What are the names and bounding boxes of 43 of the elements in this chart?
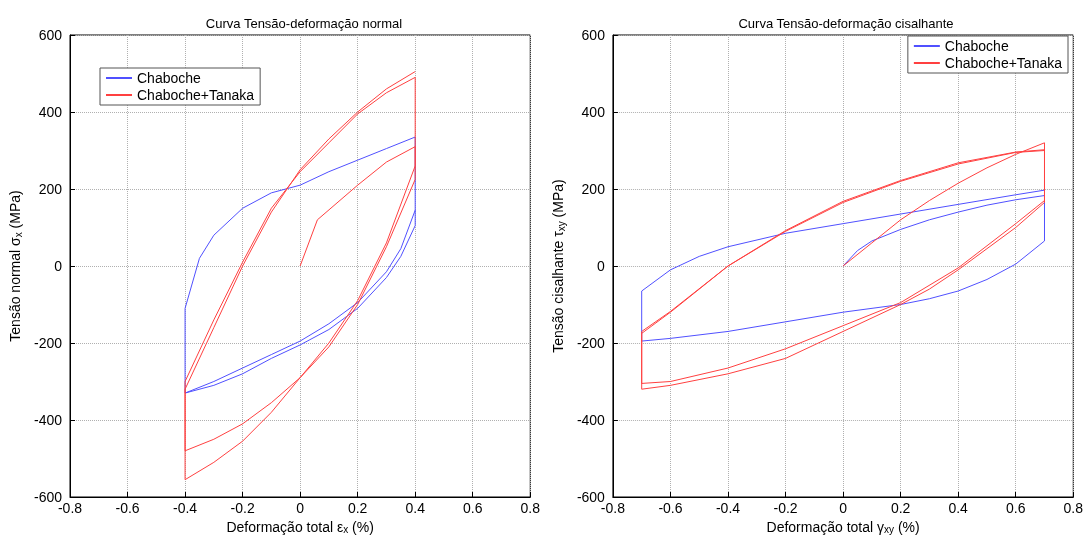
legend-label: Chaboche	[137, 70, 202, 86]
x-tick-label: 0	[839, 500, 848, 516]
chart-title: Curva Tensão-deformação cisalhante	[738, 16, 954, 31]
x-axis-title: Deformação total γxy (%)	[766, 518, 920, 536]
chart-title: Curva Tensão-deformação normal	[205, 16, 403, 31]
x-tick-label: 0.4	[405, 500, 426, 516]
x-tick-label: 0.6	[1005, 500, 1026, 516]
x-tick-label: 0.4	[948, 500, 969, 516]
y-tick-label: 0	[54, 258, 63, 274]
x-tick-label: -0.4	[173, 500, 198, 516]
x-tick-label: 0.8	[520, 500, 541, 516]
line-series	[641, 189, 1045, 342]
x-tick-label: 0	[296, 500, 305, 516]
line-series	[184, 136, 416, 394]
x-tick-label: -0.2	[230, 500, 255, 516]
y-tick-label: 600	[581, 27, 606, 43]
legend-label: Chaboche+Tanaka	[944, 55, 1063, 71]
x-tick-label: -0.6	[658, 500, 683, 516]
y-tick-label: 400	[38, 104, 63, 120]
x-tick-label: 0.2	[347, 500, 368, 516]
legend-label: Chaboche+Tanaka	[137, 87, 255, 103]
y-tick-label: -400	[576, 412, 606, 428]
y-tick-label: 200	[581, 181, 606, 197]
y-tick-label: -600	[33, 489, 63, 505]
line-series	[641, 142, 1045, 390]
y-tick-label: 200	[38, 181, 63, 197]
y-tick-label: -400	[33, 412, 63, 428]
y-axis-title: Tensão cisalhante τxy (MPa)	[550, 179, 567, 353]
y-tick-label: -200	[576, 335, 606, 351]
y-tick-label: 600	[38, 27, 63, 43]
x-tick-label: 0.8	[1063, 500, 1084, 516]
x-axis-title: Deformação total εx (%)	[226, 518, 374, 536]
y-tick-label: -600	[576, 489, 606, 505]
x-tick-label: -0.4	[715, 500, 741, 516]
y-tick-label: -200	[33, 335, 63, 351]
y-axis-title: Tensão normal σx (MPa)	[7, 190, 24, 342]
y-tick-label: 400	[581, 104, 606, 120]
legend-label: Chaboche	[944, 38, 1009, 54]
x-tick-label: 0.6	[463, 500, 483, 516]
x-tick-label: -0.6	[115, 500, 140, 516]
y-tick-label: 0	[597, 258, 606, 274]
x-tick-label: -0.2	[773, 500, 798, 516]
x-tick-label: 0.2	[890, 500, 911, 516]
